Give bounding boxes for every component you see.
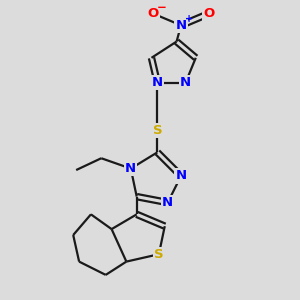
Text: N: N: [162, 196, 173, 209]
Text: O: O: [147, 7, 159, 20]
Text: +: +: [185, 14, 193, 24]
Text: S: S: [154, 248, 164, 261]
Text: N: N: [152, 76, 163, 89]
Text: −: −: [156, 1, 166, 13]
Text: O: O: [203, 7, 215, 20]
Text: N: N: [180, 76, 191, 89]
Text: S: S: [153, 124, 162, 137]
Text: N: N: [125, 162, 136, 175]
Text: N: N: [176, 169, 187, 182]
Text: N: N: [176, 19, 187, 32]
